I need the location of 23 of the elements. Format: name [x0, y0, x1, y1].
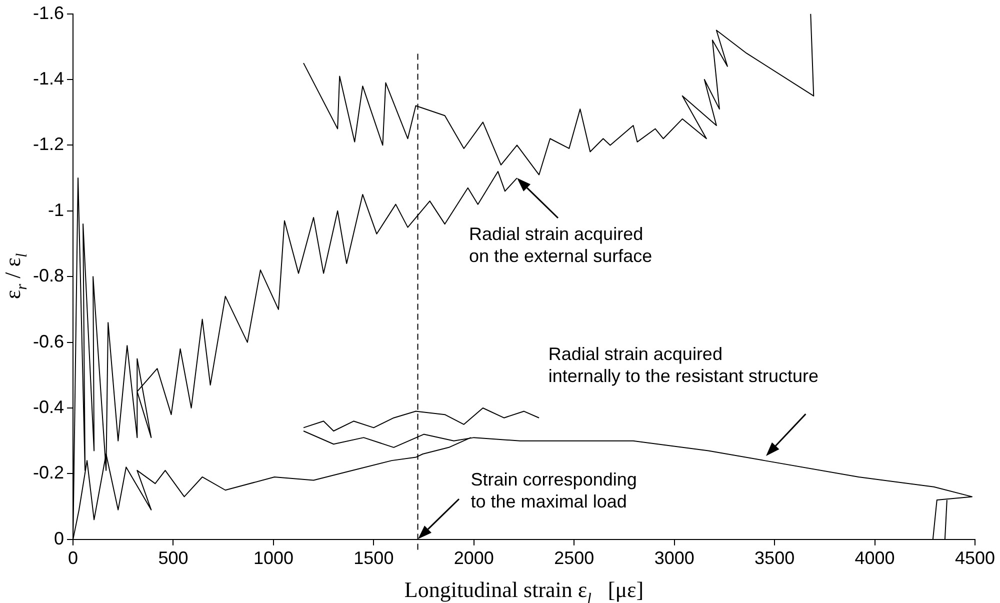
y-tick-label: -1.2 — [32, 134, 64, 154]
x-tick-label: 1500 — [354, 548, 394, 568]
annotation: Radial strain acquired internally to the resistant structure — [548, 344, 818, 386]
x-tick-label: 1000 — [253, 548, 294, 568]
x-tick-label: 4000 — [854, 548, 895, 568]
y-axis-title: εr / εl — [0, 253, 31, 300]
y-tick-label: -0.4 — [32, 396, 64, 417]
x-tick-label: 2500 — [554, 548, 594, 568]
y-tick-label: -1.6 — [32, 2, 64, 23]
y-tick-label: -1.4 — [32, 68, 64, 88]
x-tick-label: 2000 — [454, 548, 494, 568]
ref-line-label: Strain corresponding to the maximal load — [470, 469, 637, 512]
y-tick-label: -0.8 — [32, 266, 64, 286]
annotation: Radial strain acquired on the external surface — [468, 224, 652, 266]
y-tick-label: -1 — [48, 200, 64, 220]
x-tick-label: 4500 — [954, 548, 996, 568]
x-tick-label: 3000 — [654, 548, 694, 568]
y-tick-label: -0.6 — [32, 331, 64, 352]
x-tick-label: 0 — [68, 548, 78, 568]
x-tick-label: 500 — [158, 548, 188, 568]
x-tick-label: 3500 — [754, 548, 795, 568]
y-tick-label: -0.2 — [32, 462, 64, 483]
y-tick-label: 0 — [54, 528, 64, 548]
